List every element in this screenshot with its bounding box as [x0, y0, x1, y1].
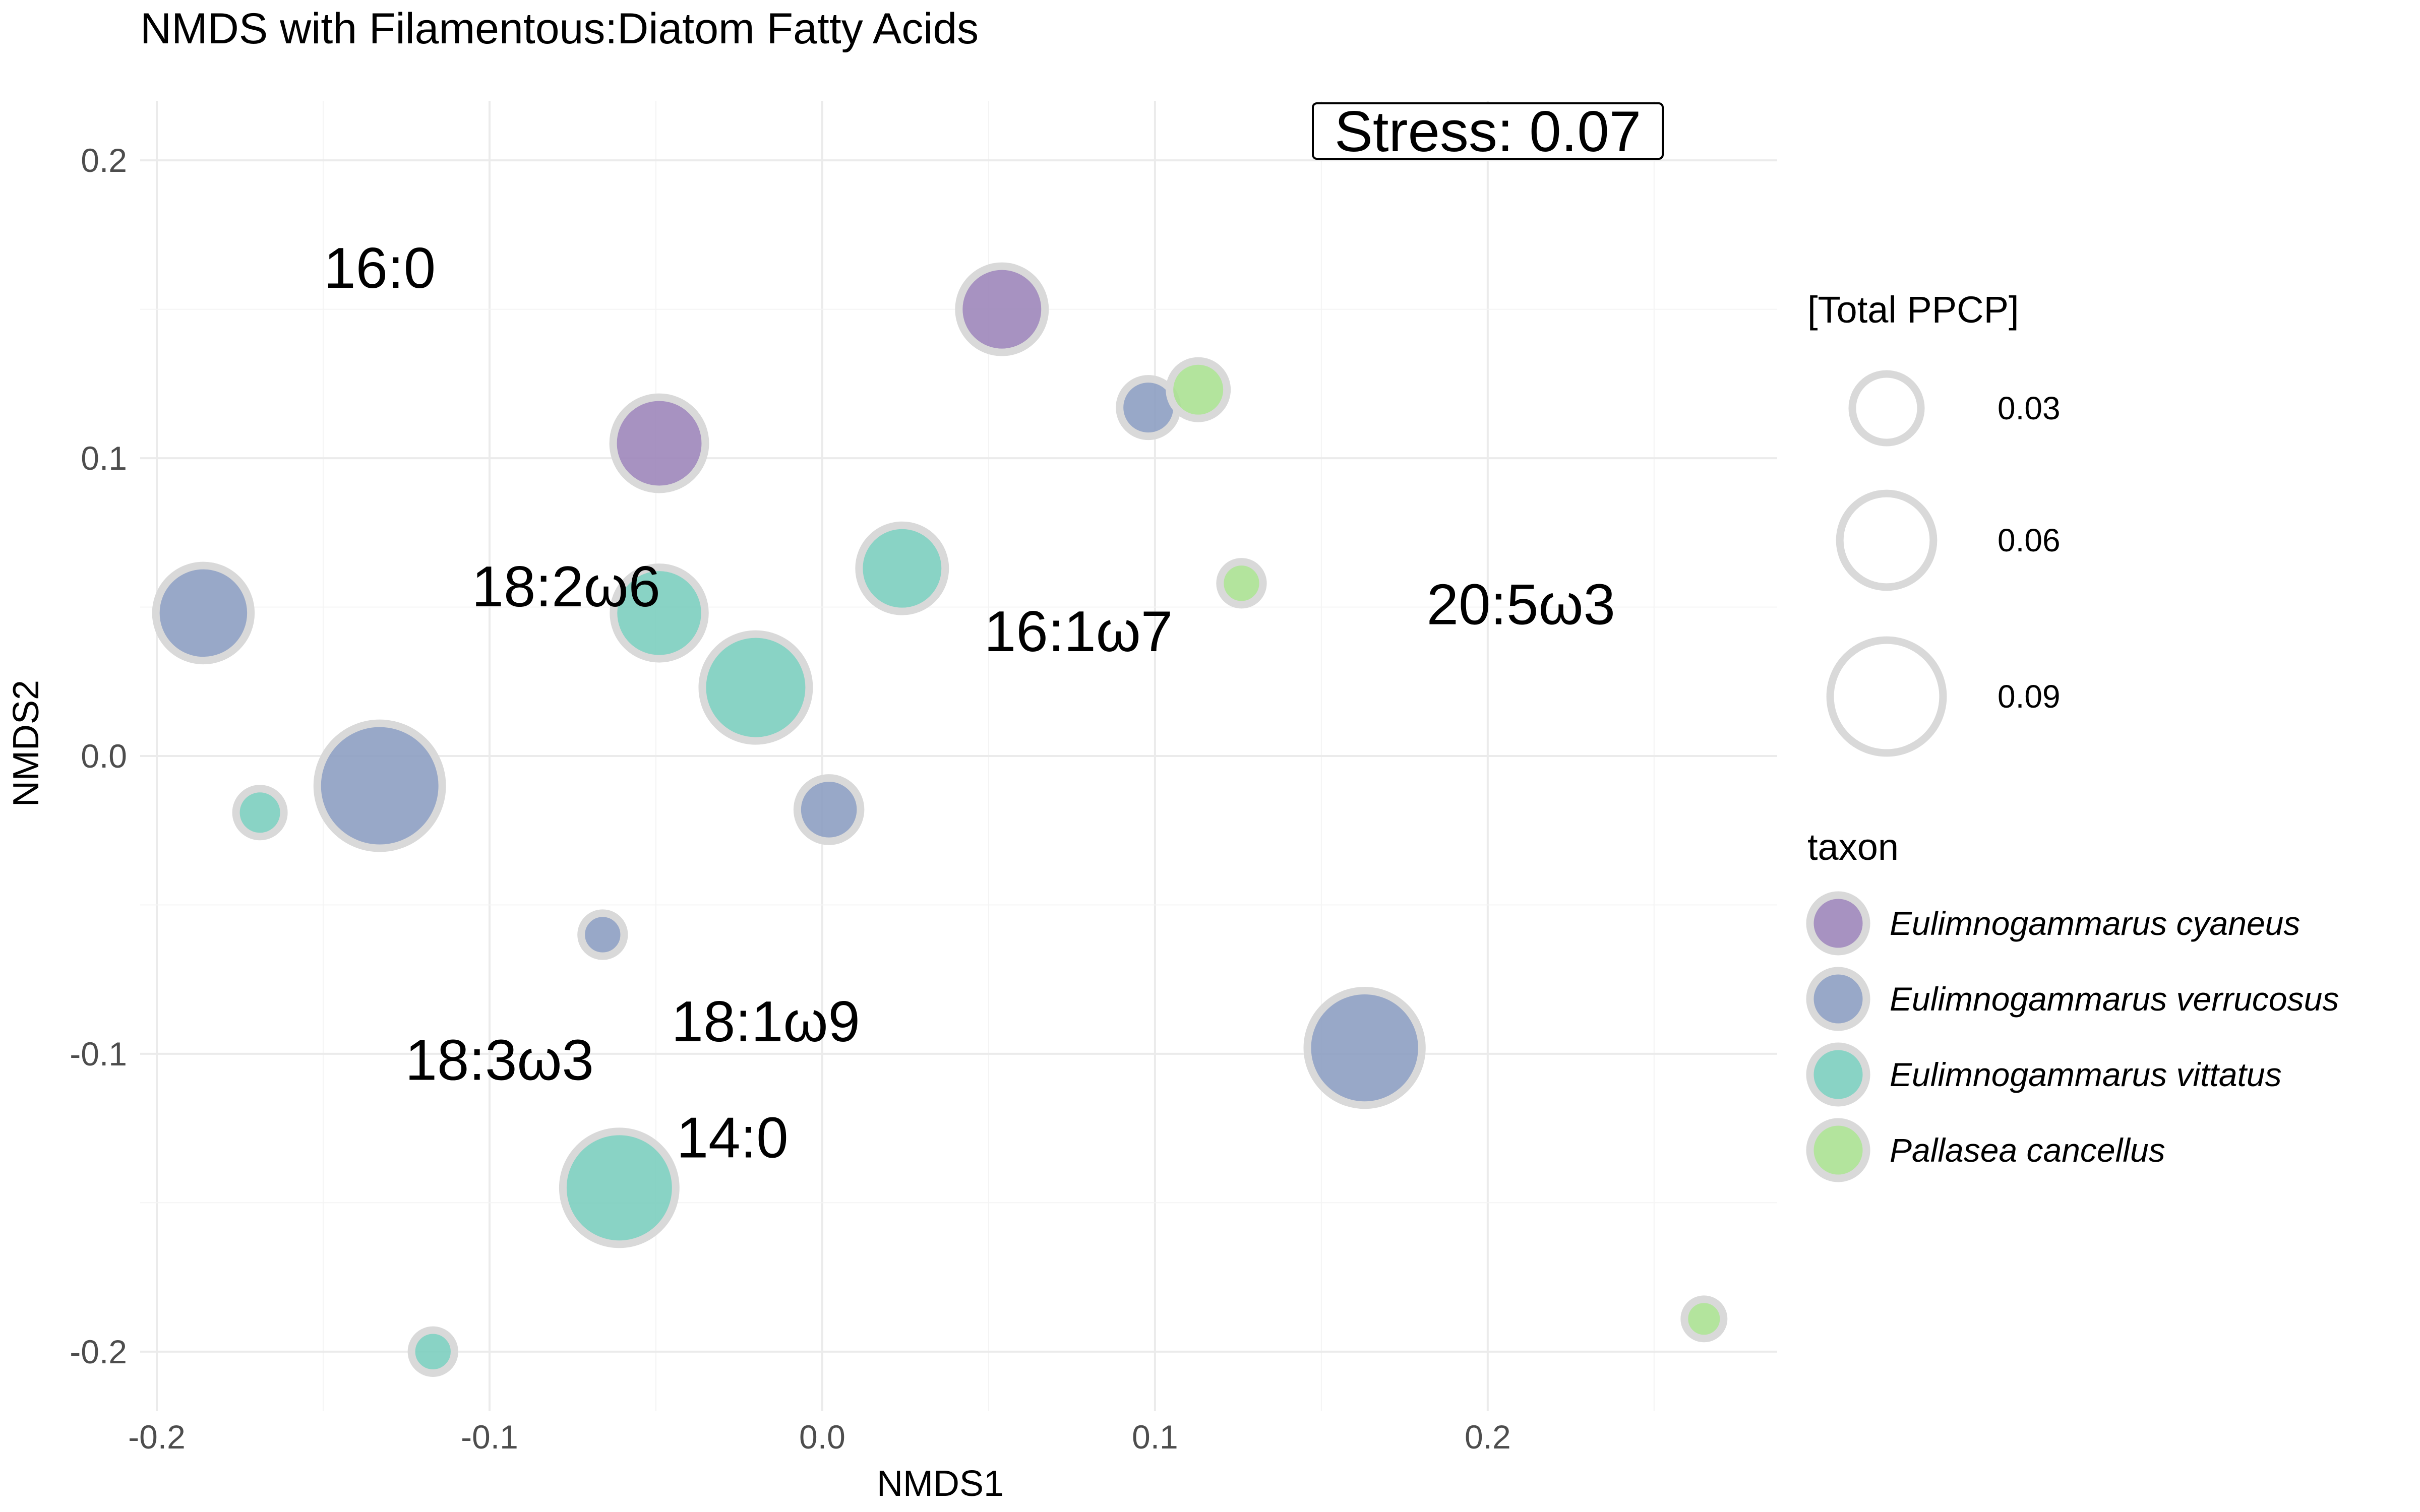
- data-point: [1680, 1295, 1728, 1343]
- color-legend-title: taxon: [1807, 826, 1899, 868]
- color-legend-label: Eulimnogammarus vittatus: [1890, 1056, 2282, 1093]
- data-point: [1216, 558, 1267, 609]
- x-tick-label: -0.2: [128, 1418, 186, 1456]
- size-legend-circle: [1848, 370, 1925, 447]
- data-point: [559, 1127, 680, 1248]
- x-tick-label: 0.0: [799, 1418, 845, 1456]
- data-point: [577, 909, 628, 960]
- y-tick-label: 0.0: [81, 737, 127, 775]
- data-point: [609, 393, 709, 493]
- data-point: [955, 262, 1049, 356]
- y-tick-label: -0.1: [70, 1035, 127, 1073]
- data-point: [232, 785, 288, 841]
- stress-box: [1312, 102, 1664, 160]
- size-legend-items: 0.03 0.06 0.09: [1826, 370, 2061, 757]
- y-axis-title: NMDS2: [6, 680, 46, 807]
- color-legend-label: Pallasea cancellus: [1890, 1131, 2165, 1169]
- stress-annotation: Stress: 0.07: [1312, 100, 1664, 164]
- data-point: [698, 630, 813, 745]
- color-legend-label: Eulimnogammarus verrucosus: [1890, 980, 2339, 1018]
- size-legend-circle: [1836, 489, 1938, 591]
- x-tick-label: 0.1: [1132, 1418, 1178, 1456]
- fatty-acid-label: 14:0: [677, 1106, 789, 1170]
- data-point: [610, 563, 709, 663]
- data-point: [855, 521, 949, 615]
- x-axis-title: NMDS1: [877, 1464, 1004, 1504]
- size-legend-circle: [1826, 636, 1947, 757]
- data-point: [152, 561, 255, 665]
- x-tick-label: 0.2: [1465, 1418, 1511, 1456]
- data-point: [407, 1326, 458, 1377]
- y-tick-label: 0.2: [81, 142, 127, 179]
- y-axis-ticks: -0.2 -0.1 0.0 0.1 0.2: [70, 142, 127, 1370]
- y-tick-label: -0.2: [70, 1333, 127, 1370]
- data-point: [793, 774, 865, 845]
- color-legend: taxon Eulimnogammarus cyaneusEulimnogamm…: [1806, 826, 2339, 1182]
- data-point: [1166, 357, 1231, 422]
- size-legend-title: [Total PPCP]: [1807, 289, 2019, 331]
- color-legend-swatch: [1806, 1118, 1870, 1182]
- stress-label: Stress: 0.07: [1335, 100, 1641, 164]
- size-legend: [Total PPCP] 0.03 0.06 0.09: [1807, 289, 2061, 757]
- data-point: [1303, 986, 1426, 1109]
- size-legend-label: 0.06: [1998, 522, 2061, 558]
- y-tick-label: 0.1: [81, 439, 127, 477]
- size-legend-label: 0.09: [1998, 678, 2061, 715]
- fatty-acid-label: 18:3ω3: [405, 1029, 594, 1093]
- fatty-acid-label: 18:1ω9: [672, 990, 860, 1054]
- x-tick-label: -0.1: [461, 1418, 518, 1456]
- x-axis-ticks: -0.2 -0.1 0.0 0.1 0.2: [128, 1418, 1511, 1456]
- data-points: [152, 262, 1728, 1377]
- color-legend-items: Eulimnogammarus cyaneus Eulimnogammarus v…: [1806, 891, 2339, 1182]
- fatty-acid-labels: 16:0 18:2ω6 16:1ω7 20:5ω3 18:1ω9 18:3ω3 14:0: [324, 236, 1615, 1170]
- fatty-acid-label: 16:1ω7: [984, 600, 1173, 664]
- fatty-acid-label: 20:5ω3: [1427, 573, 1615, 637]
- fatty-acid-label: 16:0: [324, 236, 436, 300]
- color-legend-swatch: [1806, 967, 1870, 1031]
- color-legend-swatch: [1806, 891, 1870, 956]
- size-legend-label: 0.03: [1998, 390, 2061, 426]
- chart-title: NMDS with Filamentous:Diatom Fatty Acids: [140, 5, 979, 53]
- color-legend-swatch: [1806, 1042, 1870, 1107]
- color-legend-label: Eulimnogammarus cyaneus: [1890, 905, 2300, 942]
- data-point: [313, 719, 446, 852]
- fatty-acid-label: 18:2ω6: [472, 555, 660, 619]
